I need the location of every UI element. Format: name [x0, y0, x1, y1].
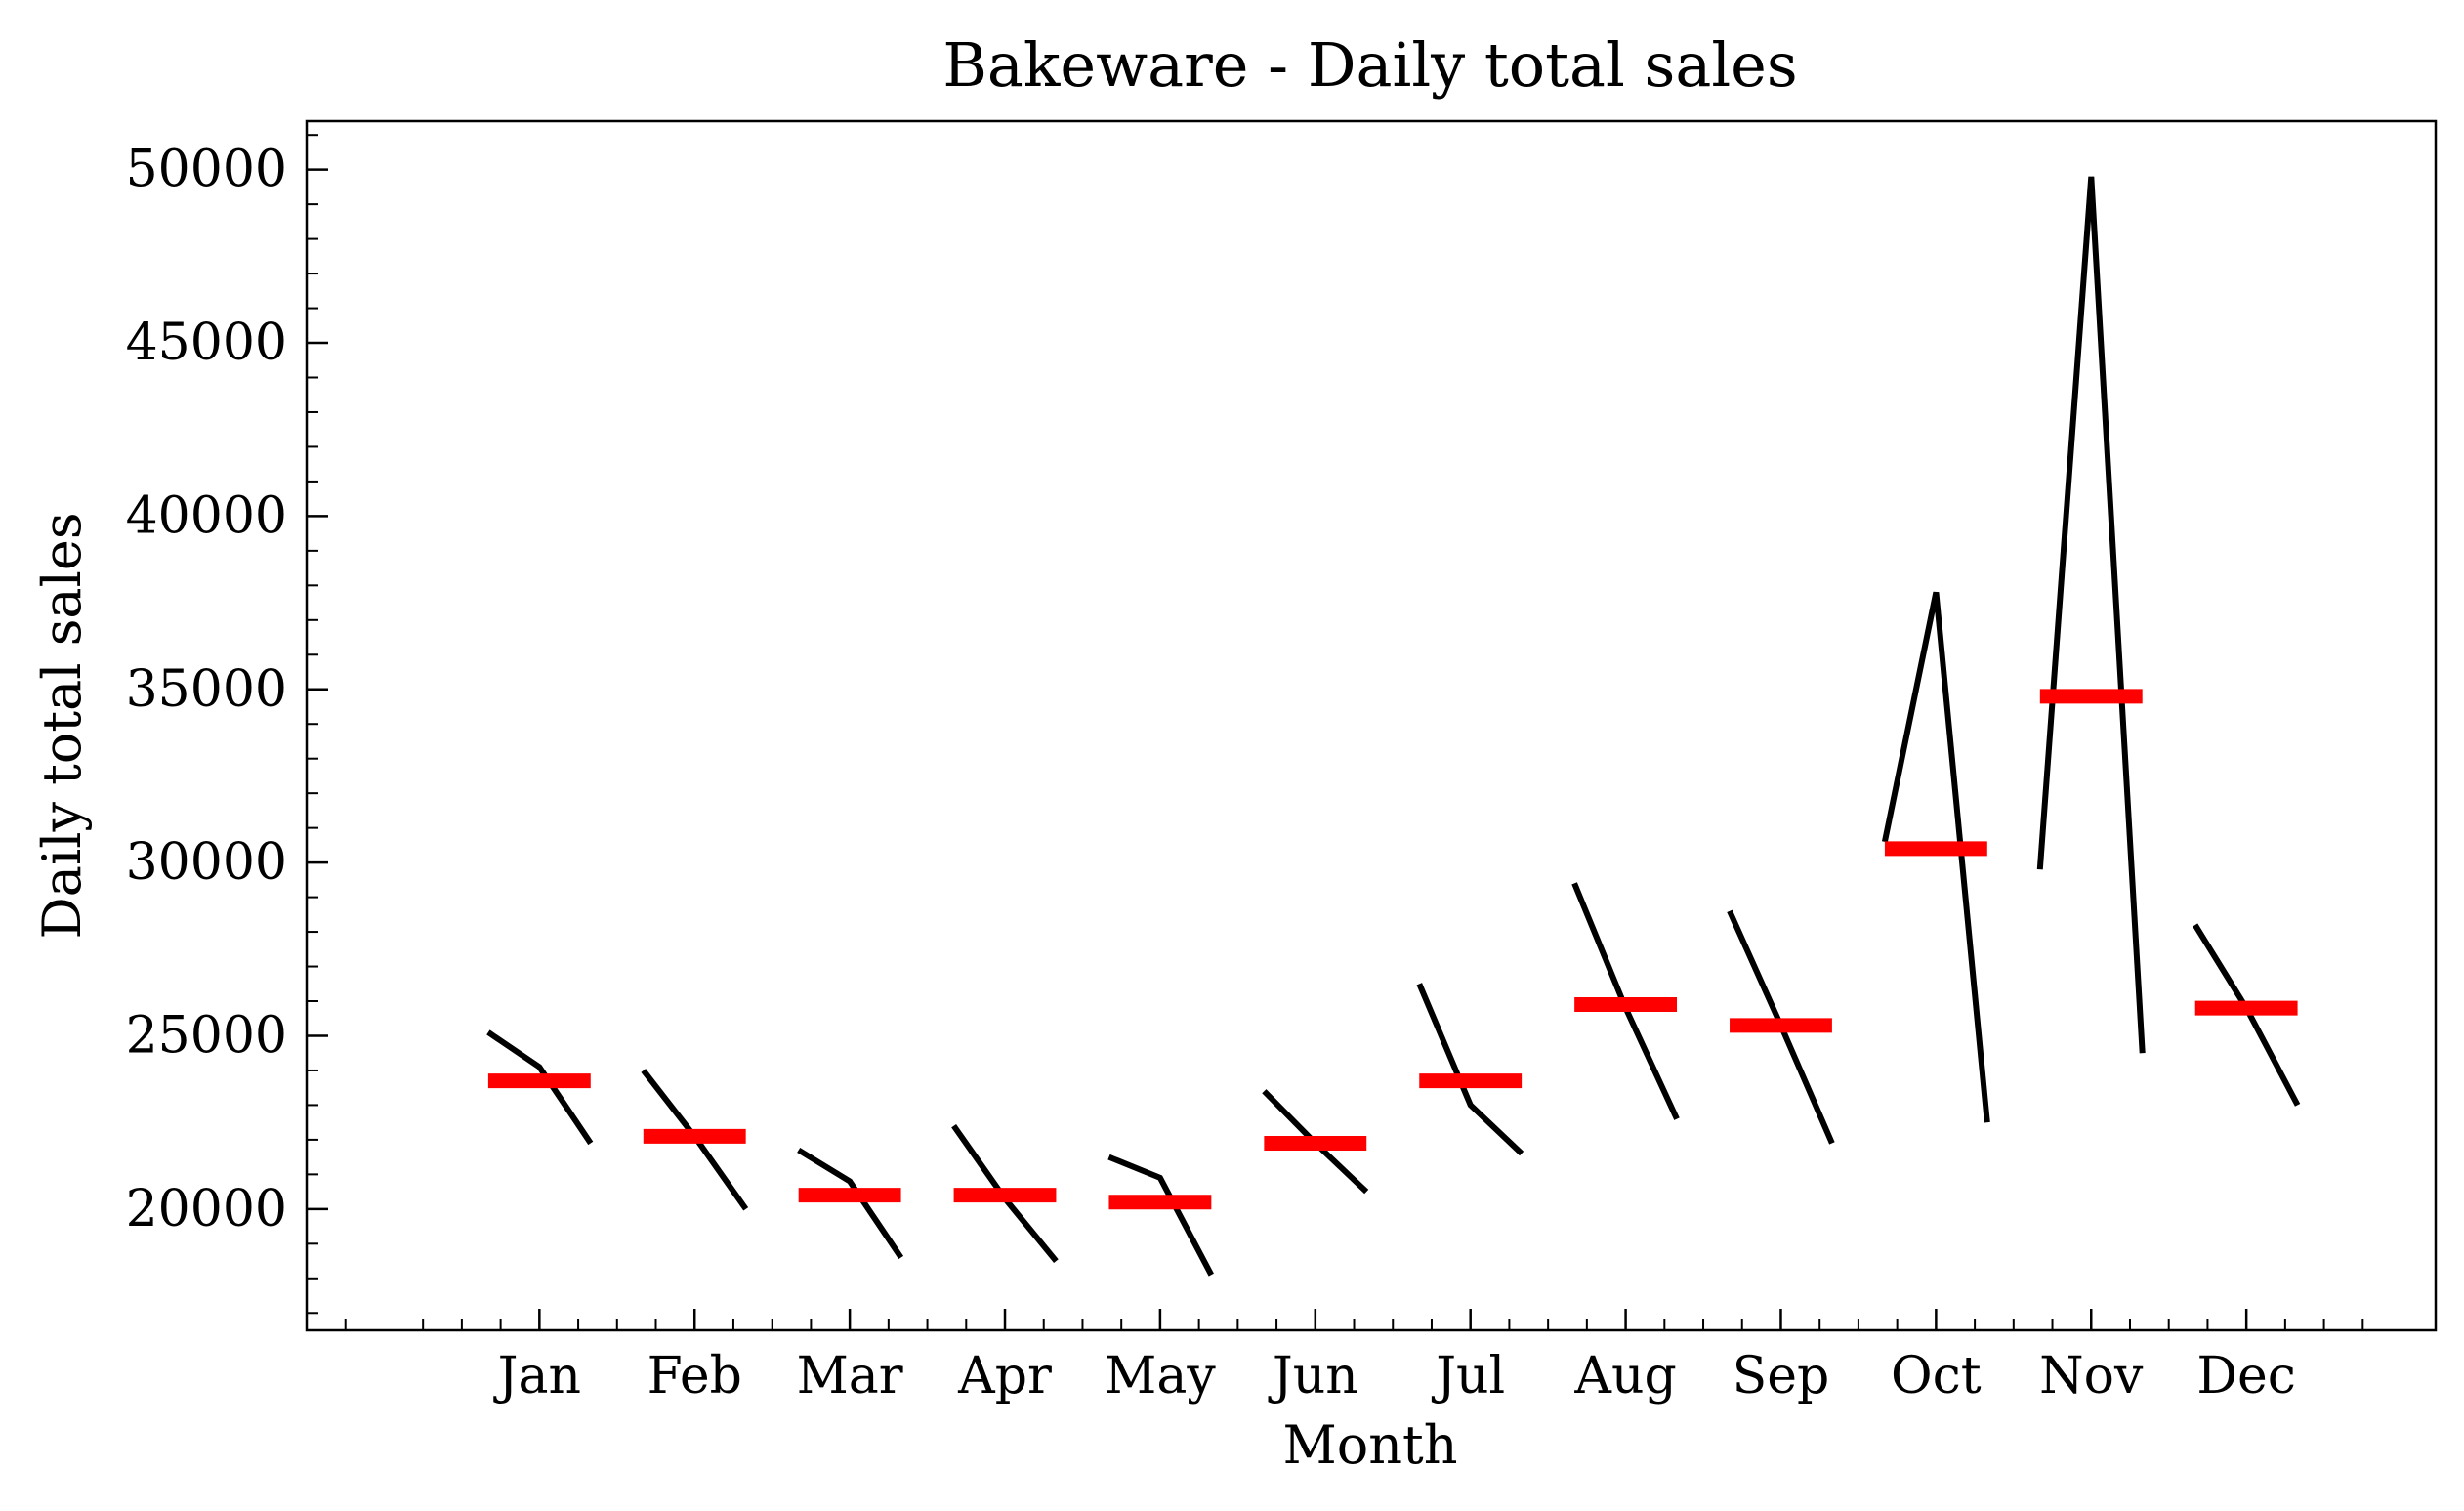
subseries-line-nov	[2036, 176, 2146, 1054]
y-tick-label: 25000	[126, 1006, 287, 1065]
y-tick-label: 45000	[126, 314, 287, 372]
x-tick-label: Apr	[957, 1347, 1052, 1406]
chart-title: Bakeware - Daily total sales	[942, 29, 1797, 101]
plot-frame	[305, 119, 2438, 1332]
subseries-line-oct	[1881, 591, 1990, 1123]
x-tick-label: Jan	[493, 1347, 581, 1406]
subseries-line-mar	[797, 1147, 904, 1260]
y-tick-label: 35000	[126, 660, 287, 719]
y-tick-label: 40000	[126, 486, 287, 545]
data-marks	[486, 176, 2301, 1277]
x-tick-label: Aug	[1573, 1347, 1676, 1406]
x-tick-label: Sep	[1733, 1347, 1830, 1406]
subseries-line-jul	[1416, 983, 1524, 1156]
x-tick-label: Mar	[797, 1347, 903, 1406]
x-tick-label: Nov	[2039, 1347, 2144, 1406]
x-tick-label: Feb	[647, 1347, 742, 1406]
y-axis-label: Daily total sales	[31, 512, 93, 939]
x-tick-label: Dec	[2196, 1347, 2296, 1406]
subseries-line-jan	[486, 1029, 594, 1146]
x-tick-label: Jun	[1268, 1347, 1358, 1406]
x-axis-label: Month	[1282, 1414, 1457, 1476]
x-tick-label: May	[1105, 1347, 1216, 1406]
y-tick-label: 20000	[126, 1180, 287, 1238]
x-tick-label: Oct	[1891, 1347, 1982, 1406]
axis-ticks: 20000 25000 30000 35000 40000 45000 50000 Jan Fe…	[126, 134, 2364, 1406]
y-tick-label: 30000	[126, 833, 287, 892]
subseries-line-may	[1107, 1154, 1214, 1277]
x-tick-label: Jul	[1431, 1347, 1505, 1406]
y-tick-label: 50000	[126, 141, 287, 199]
